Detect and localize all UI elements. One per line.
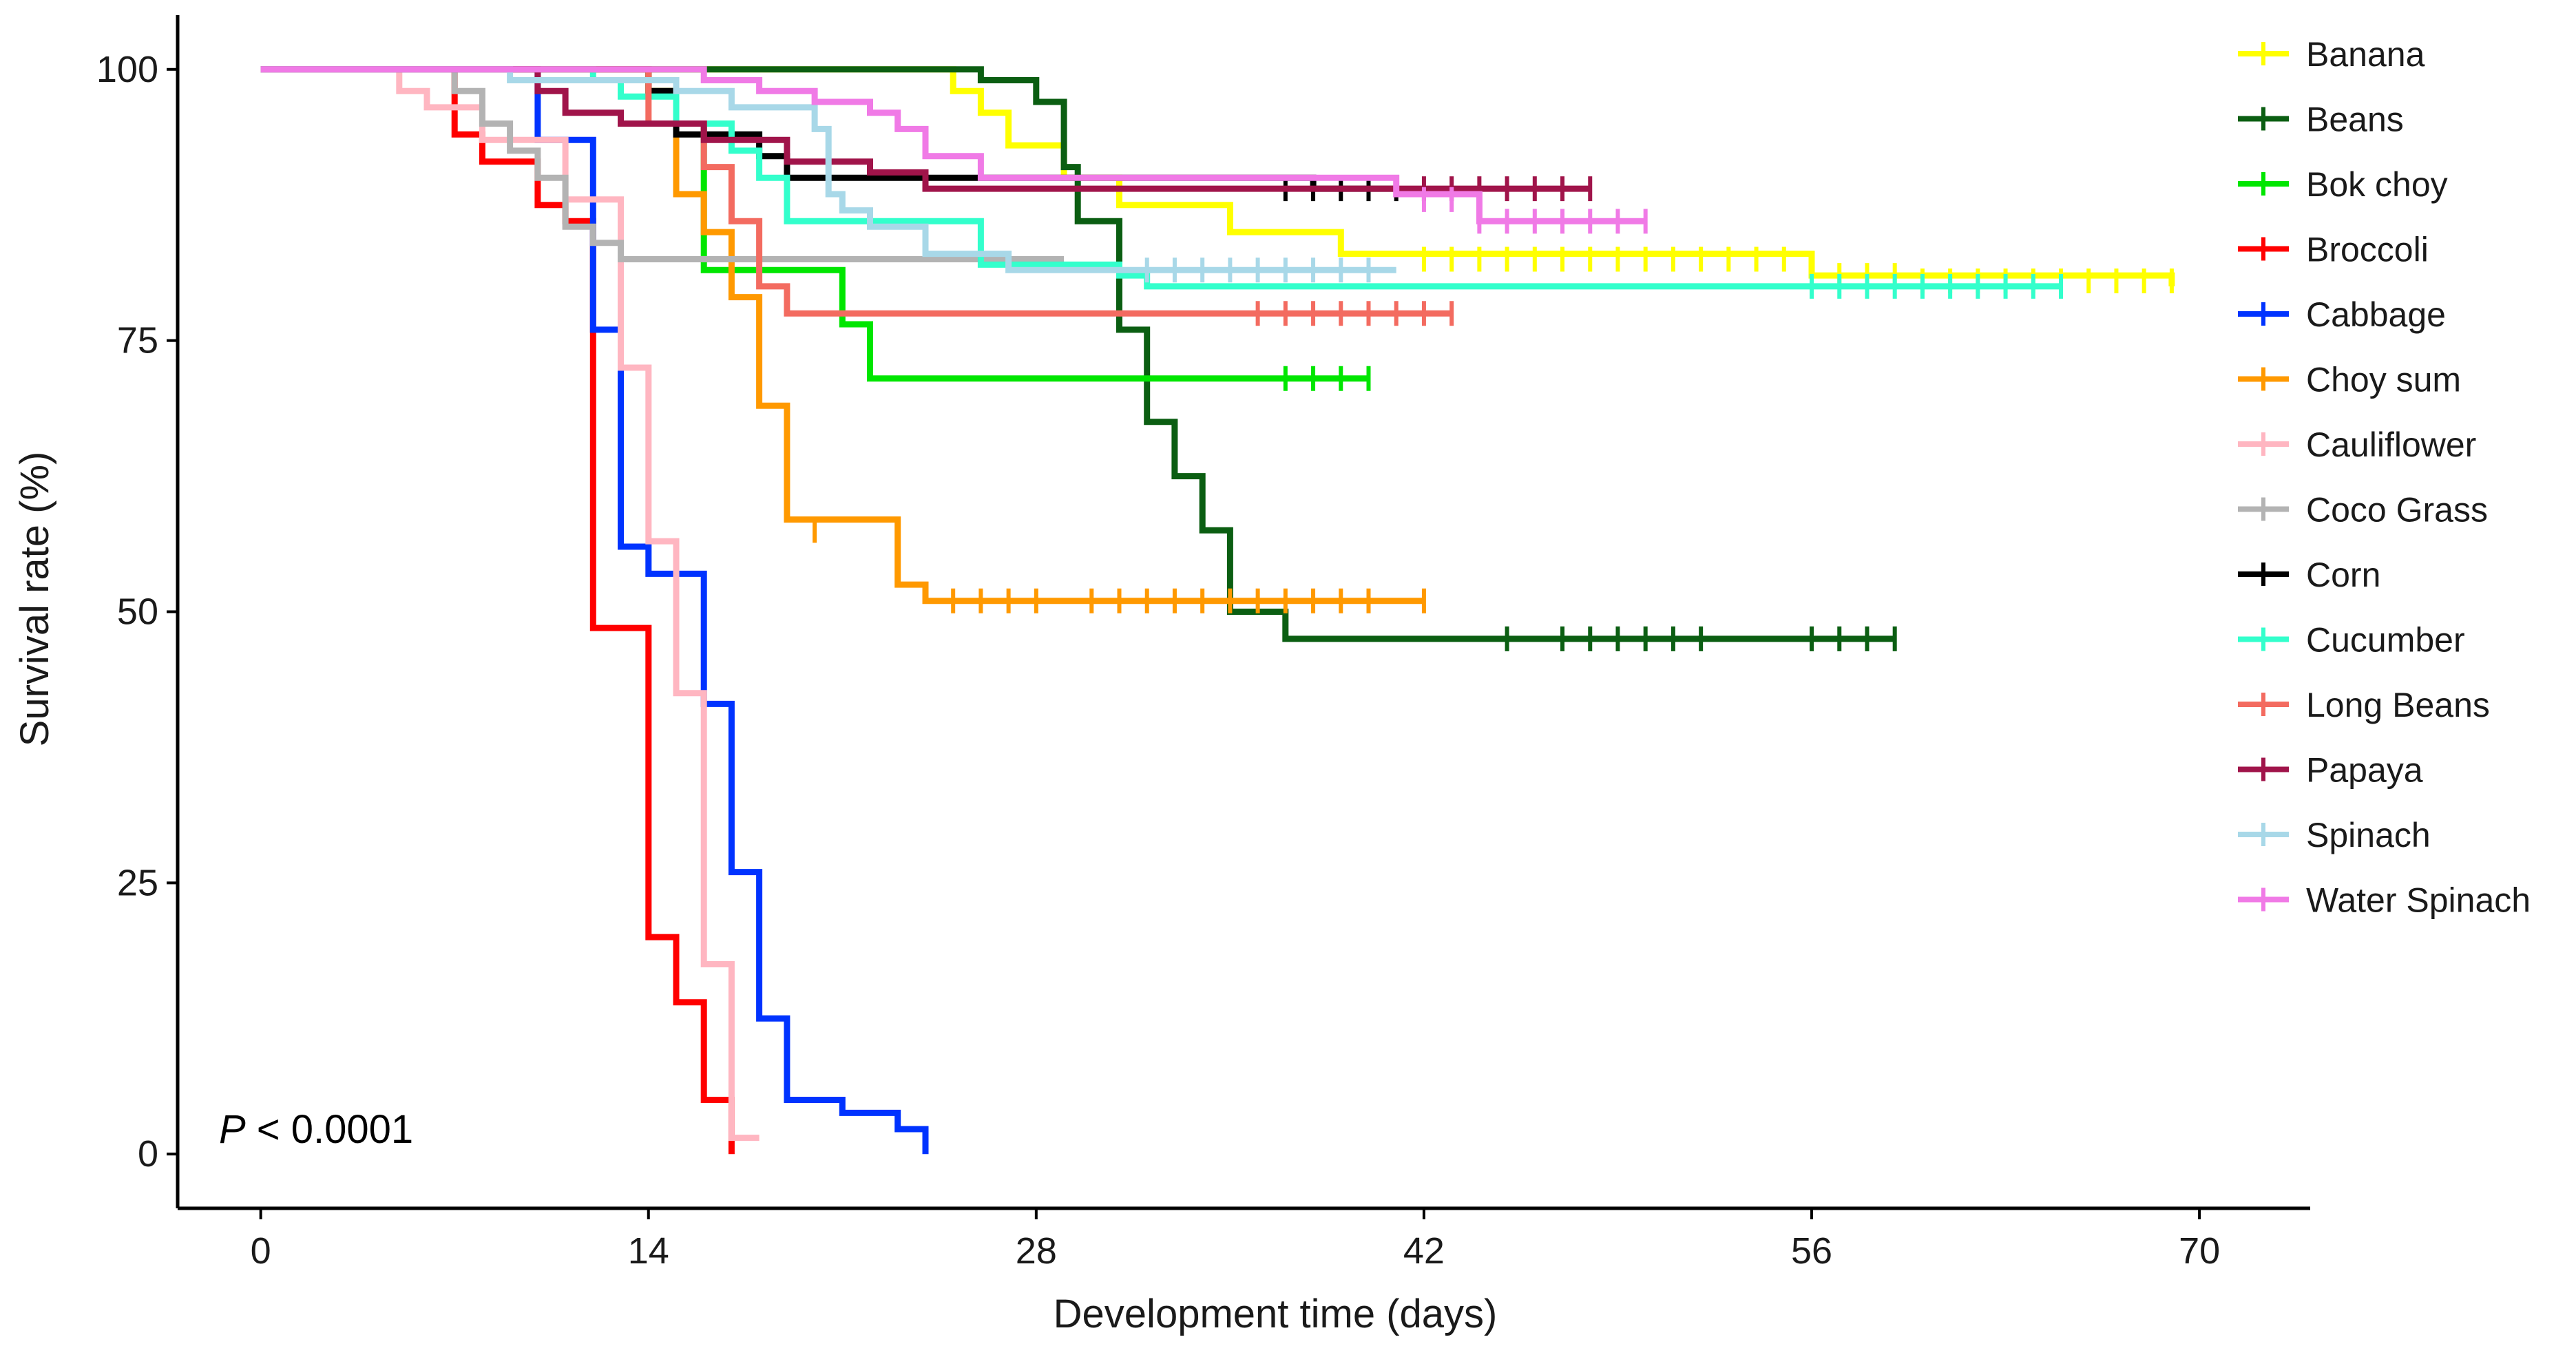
series-line-spinach	[260, 66, 1396, 273]
legend-item-long-beans: Long Beans	[2238, 686, 2490, 724]
x-tick-label: 70	[2179, 1230, 2220, 1272]
legend-label-cauliflower: Cauliflower	[2306, 425, 2476, 464]
legend-label-choy-sum: Choy sum	[2306, 361, 2461, 399]
legend-item-water-spinach: Water Spinach	[2238, 881, 2531, 920]
y-tick-label: 50	[117, 591, 158, 633]
x-axis-title: Development time (days)	[1054, 1292, 1498, 1336]
y-axis-title: Survival rate (%)	[12, 452, 57, 747]
y-tick-label: 75	[117, 320, 158, 361]
legend-label-cabbage: Cabbage	[2306, 295, 2446, 334]
legend-label-banana: Banana	[2306, 35, 2425, 74]
x-tick-label: 42	[1403, 1230, 1445, 1272]
legend-label-broccoli: Broccoli	[2306, 231, 2429, 269]
y-tick-label: 0	[138, 1133, 158, 1175]
legend-item-papaya: Papaya	[2238, 751, 2423, 790]
legend-item-banana: Banana	[2238, 35, 2425, 74]
series-line-cabbage	[260, 66, 929, 1155]
legend-item-choy-sum: Choy sum	[2238, 361, 2461, 399]
legend-label-bok-choy: Bok choy	[2306, 165, 2448, 204]
series-line-long-beans	[260, 66, 1452, 317]
x-tick-label: 0	[251, 1230, 271, 1272]
series-line-water-spinach	[260, 66, 1646, 224]
p-value-symbol: P	[219, 1107, 246, 1152]
legend-label-papaya: Papaya	[2306, 751, 2423, 790]
series-layer	[260, 66, 2175, 1155]
legend-item-broccoli: Broccoli	[2238, 231, 2429, 269]
legend-label-spinach: Spinach	[2306, 816, 2431, 854]
legend: Banana Beans Bok choy Broccoli Cabbage Choy s…	[2238, 35, 2531, 920]
legend-label-corn: Corn	[2306, 556, 2380, 594]
legend-item-cabbage: Cabbage	[2238, 295, 2446, 334]
axes-layer: 0 14 28 42 56 70 0 25 50 75 100	[96, 15, 2310, 1272]
p-value-text: < 0.0001	[246, 1107, 414, 1152]
legend-item-spinach: Spinach	[2238, 816, 2431, 854]
legend-item-bok-choy: Bok choy	[2238, 165, 2448, 204]
legend-item-cucumber: Cucumber	[2238, 621, 2465, 660]
legend-label-long-beans: Long Beans	[2306, 686, 2490, 724]
legend-item-beans: Beans	[2238, 101, 2404, 139]
x-tick-label: 28	[1016, 1230, 1057, 1272]
x-tick-label: 56	[1791, 1230, 1832, 1272]
series-line-coco-grass	[260, 66, 1065, 262]
legend-item-corn: Corn	[2238, 556, 2380, 594]
y-tick-label: 100	[96, 49, 158, 90]
y-tick-label: 25	[117, 862, 158, 903]
series-line-beans	[260, 66, 1895, 642]
legend-label-water-spinach: Water Spinach	[2306, 881, 2531, 920]
legend-label-beans: Beans	[2306, 101, 2404, 139]
legend-item-cauliflower: Cauliflower	[2238, 425, 2476, 464]
series-line-papaya	[260, 66, 1591, 192]
p-value-annotation: P < 0.0001	[219, 1107, 413, 1152]
legend-item-coco-grass: Coco Grass	[2238, 491, 2488, 529]
legend-label-cucumber: Cucumber	[2306, 621, 2465, 660]
series-line-cauliflower	[260, 66, 760, 1142]
legend-label-coco-grass: Coco Grass	[2306, 491, 2488, 529]
x-tick-label: 14	[628, 1230, 669, 1272]
